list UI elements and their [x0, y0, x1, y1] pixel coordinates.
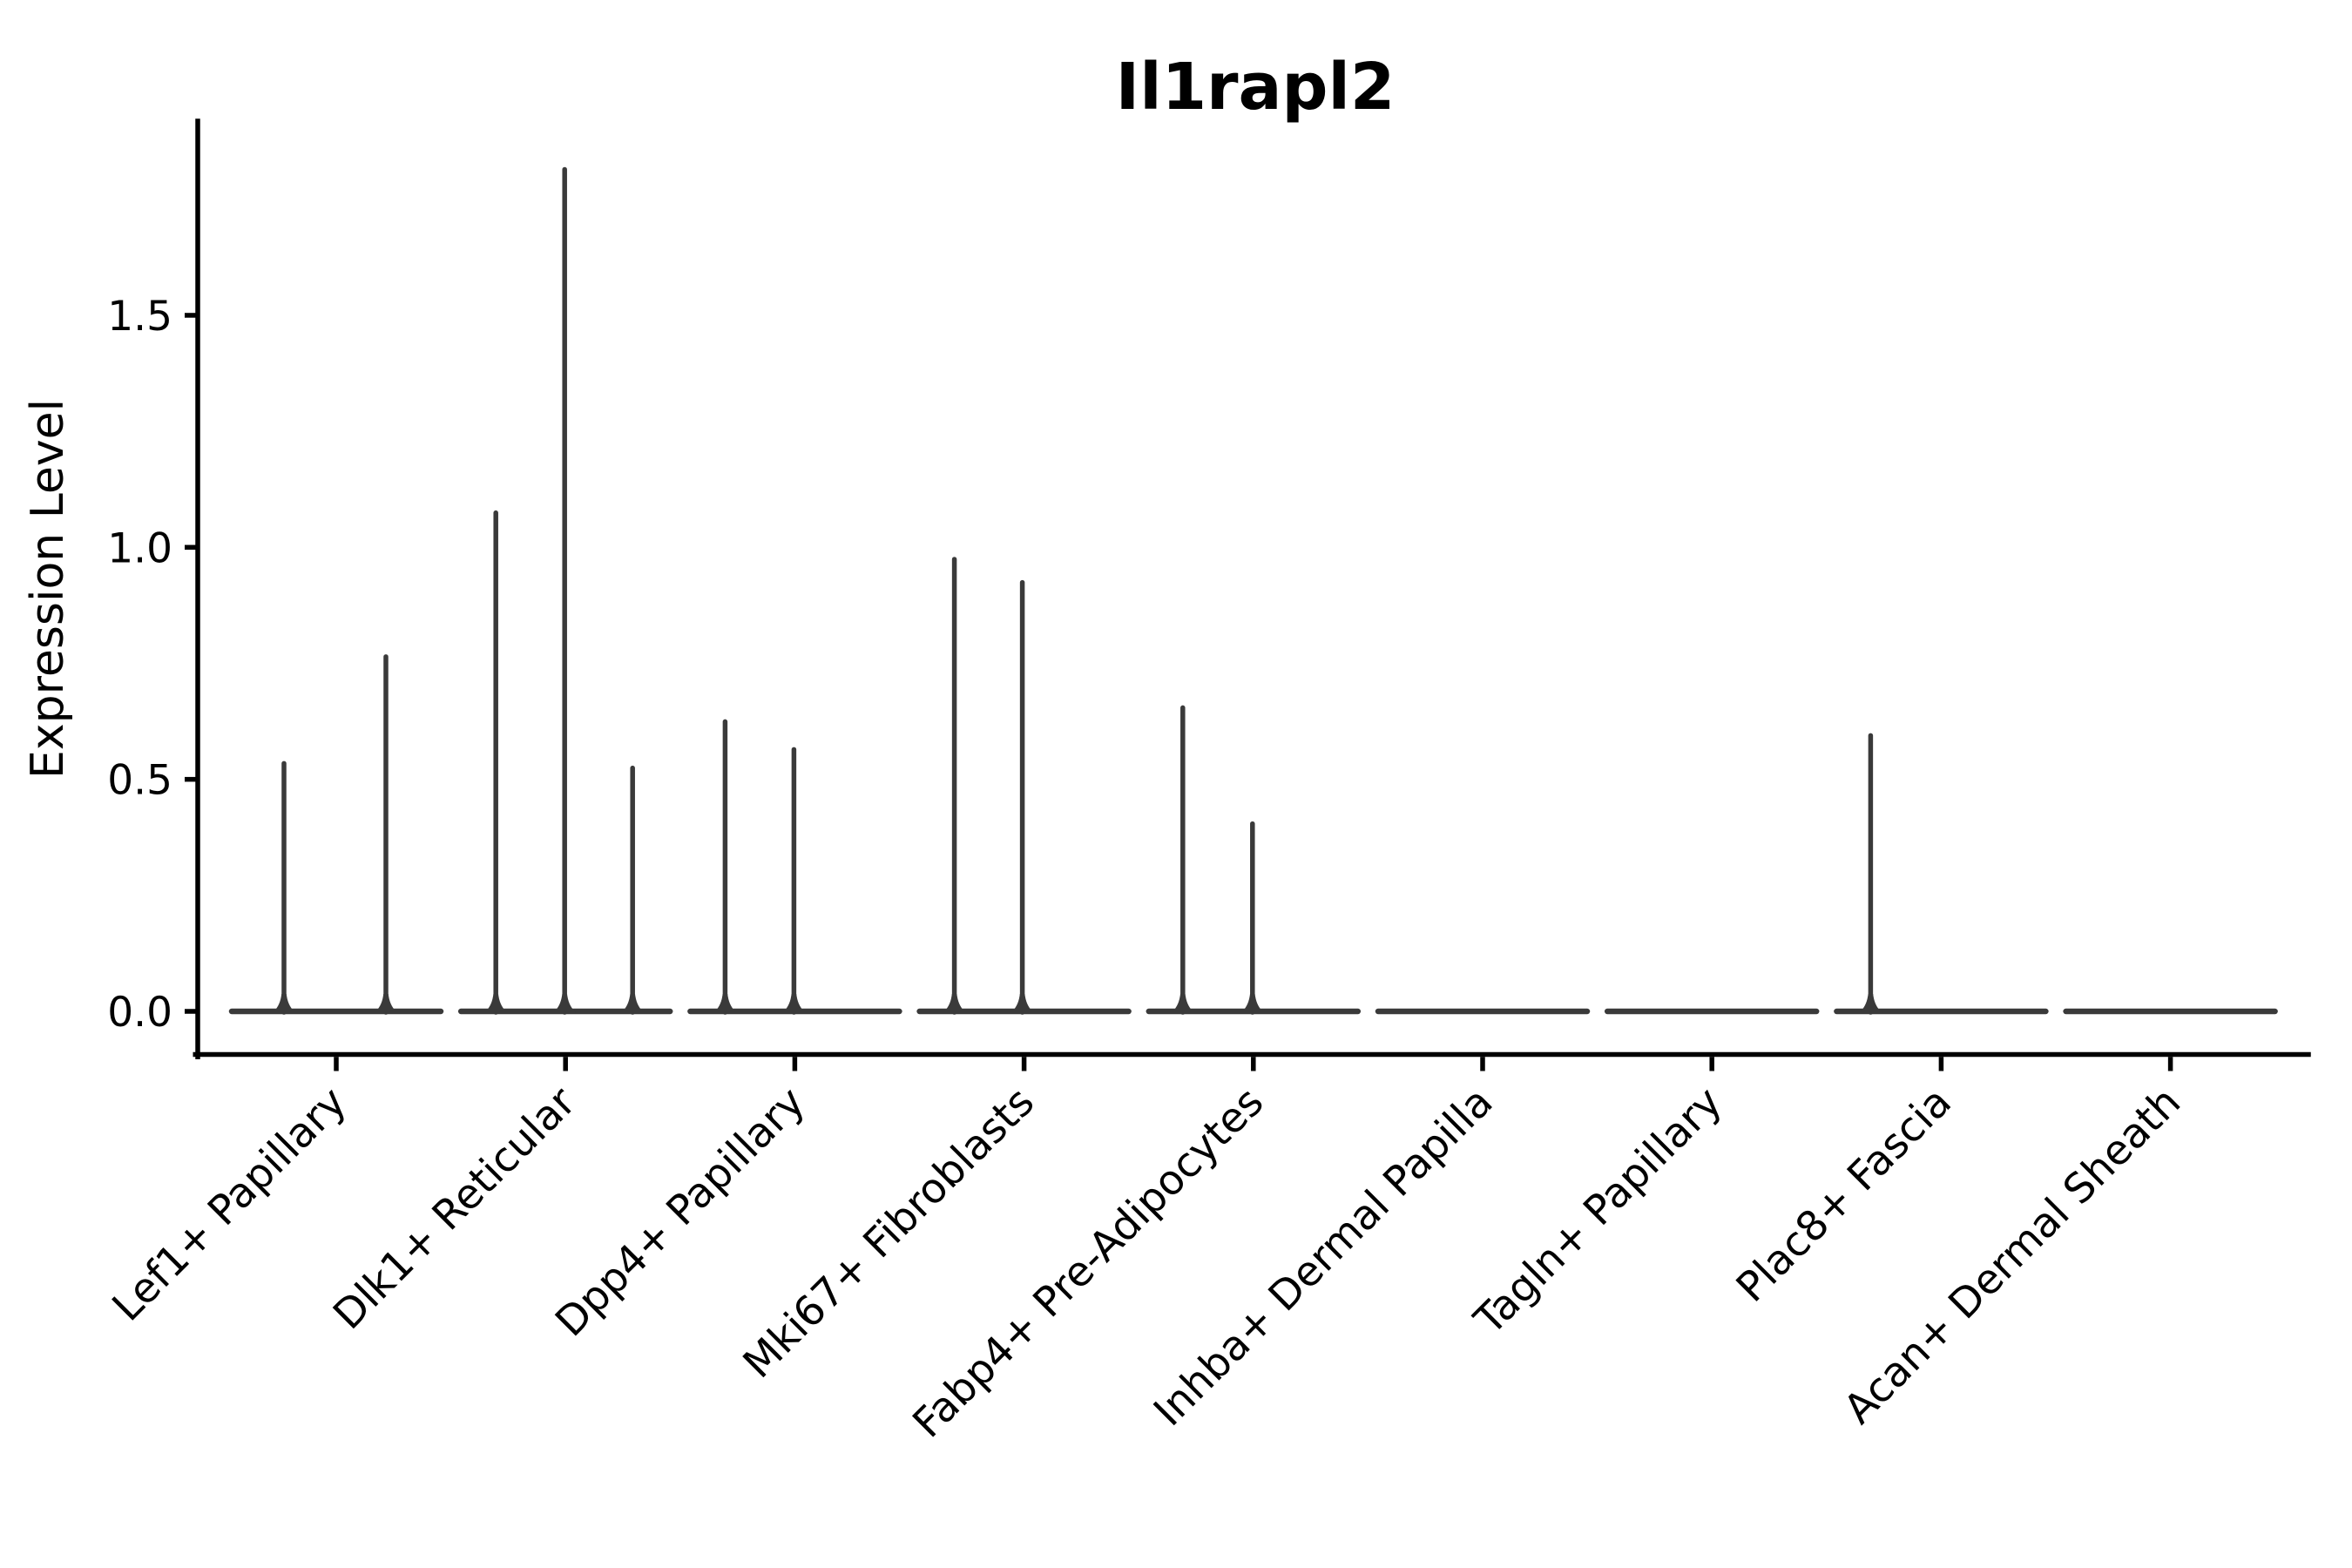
- violin-spike-foot: [552, 994, 578, 1013]
- x-tick-label: Tagln+ Papillary: [1465, 1078, 1732, 1345]
- y-tick-label: 1.0: [107, 524, 172, 572]
- y-axis-label: Expression Level: [22, 399, 74, 779]
- violin-spike-foot: [781, 994, 807, 1013]
- violin-spike-foot: [1010, 994, 1035, 1013]
- violin-spike-foot: [1240, 994, 1265, 1013]
- x-tick-label: Dpp4+ Papillary: [546, 1078, 814, 1347]
- violin-spike-foot: [1170, 994, 1195, 1013]
- axes-layer: [185, 118, 2311, 1071]
- plot-title: Il1rapl2: [1116, 50, 1396, 125]
- violin-spike-foot: [272, 994, 296, 1013]
- violin-spike-foot: [620, 994, 645, 1013]
- y-tick-label: 0.0: [107, 989, 172, 1037]
- y-tick-label: 1.5: [107, 293, 172, 341]
- violin-layer: [228, 166, 2278, 1015]
- violin-spike-foot: [483, 994, 509, 1013]
- violin-spike-foot: [713, 994, 738, 1013]
- violin-spike-foot: [1858, 994, 1883, 1013]
- x-tick-label: Dlk1+ Reticular: [324, 1078, 585, 1339]
- violin-spike-foot: [942, 994, 967, 1013]
- x-tick-label: Lef1+ Papillary: [104, 1078, 356, 1331]
- violin-spike-foot: [374, 994, 398, 1013]
- x-tick-label: Plac8+ Fascia: [1727, 1078, 1961, 1312]
- y-tick-label: 0.5: [107, 757, 172, 805]
